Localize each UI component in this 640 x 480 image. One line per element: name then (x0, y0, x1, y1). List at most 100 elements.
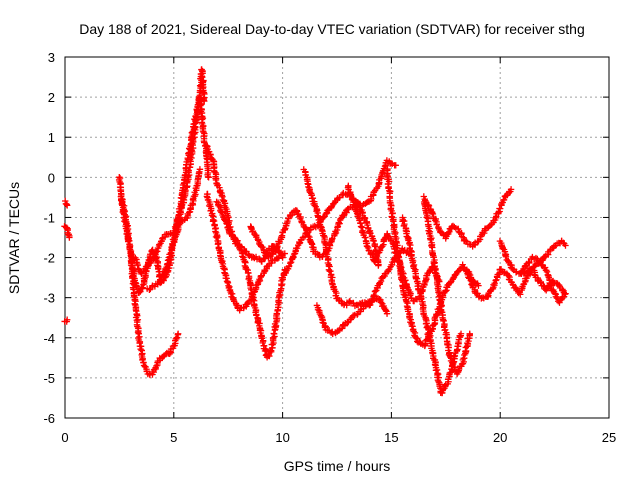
data-point (215, 202, 222, 209)
data-point (460, 355, 467, 362)
data-point (153, 362, 160, 370)
y-tick-label: 3 (48, 50, 55, 65)
data-point (176, 214, 183, 221)
y-tick-label: 1 (48, 130, 55, 145)
data-point (311, 202, 318, 209)
x-tick-label: 5 (170, 430, 177, 445)
data-series-arc10 (213, 198, 289, 361)
data-series-arc2 (61, 223, 73, 241)
data-series-arc14 (313, 295, 391, 338)
data-point (192, 114, 200, 121)
y-tick-label: 2 (48, 90, 55, 105)
data-point (196, 166, 204, 173)
data-point (440, 317, 447, 325)
chart-title: Day 188 of 2021, Sidereal Day-to-day VTE… (79, 21, 585, 37)
y-tick-label: -6 (43, 411, 55, 426)
data-point (361, 234, 369, 241)
data-point (524, 267, 531, 275)
data-point (205, 174, 212, 181)
data-point (259, 339, 266, 347)
data-point (447, 369, 454, 376)
data-point (502, 253, 510, 260)
data-point (249, 296, 257, 303)
data-point (322, 210, 330, 218)
data-point (190, 130, 198, 137)
series-layer (61, 66, 569, 397)
data-point (63, 202, 71, 209)
data-series-arc1 (62, 197, 71, 209)
data-point (119, 201, 126, 208)
x-tick-label: 25 (602, 430, 616, 445)
data-point (221, 217, 229, 224)
data-point (167, 249, 175, 257)
data-point (245, 269, 252, 277)
data-point (286, 260, 294, 267)
data-point (370, 188, 378, 196)
data-point (186, 164, 193, 171)
data-point (387, 159, 395, 167)
data-point (351, 202, 358, 210)
data-point (432, 272, 440, 280)
data-point (222, 274, 229, 282)
data-point (301, 233, 309, 240)
data-point (371, 288, 379, 295)
tick-layer: 0 5 10 15 20 25 -6 -5 -4 -3 -2 -1 0 1 2 3 (43, 50, 616, 445)
data-point (270, 330, 277, 337)
data-point (461, 237, 469, 244)
data-point (427, 236, 434, 244)
data-point (376, 296, 383, 303)
data-series-arc13 (300, 166, 413, 310)
data-point (454, 225, 462, 233)
data-point (173, 334, 181, 341)
data-point (293, 244, 301, 252)
data-point (439, 386, 447, 393)
data-point (239, 253, 246, 260)
y-tick-label: -1 (43, 210, 55, 225)
data-point (269, 334, 277, 341)
y-tick-label: 0 (48, 170, 55, 185)
data-point (410, 265, 418, 272)
data-point (185, 167, 192, 174)
data-point (62, 197, 69, 205)
data-point (201, 97, 208, 105)
data-point (66, 234, 73, 241)
data-point (199, 115, 207, 122)
data-point (562, 290, 569, 297)
y-tick-label: -2 (43, 251, 55, 266)
data-point (423, 214, 430, 221)
data-point (274, 255, 282, 262)
data-point (319, 319, 326, 326)
data-point (207, 207, 215, 214)
data-point (446, 369, 454, 377)
data-point (320, 232, 328, 239)
data-point (500, 196, 508, 203)
y-tick-label: -4 (43, 331, 55, 346)
data-point (152, 249, 160, 256)
data-point (243, 265, 250, 273)
data-point (364, 243, 371, 250)
data-point (182, 187, 189, 194)
data-point (496, 205, 504, 212)
plot-frame (64, 56, 610, 419)
grid-layer (65, 57, 609, 418)
y-tick-label: -3 (43, 291, 55, 306)
data-point (552, 293, 560, 300)
data-point (199, 73, 206, 81)
data-point (432, 217, 439, 224)
data-series-arc12 (278, 157, 399, 281)
data-point (63, 316, 71, 323)
data-point (507, 186, 515, 193)
data-point (370, 237, 377, 245)
data-point (172, 335, 180, 343)
data-point (347, 192, 355, 200)
data-point (153, 248, 160, 255)
data-series-arc22 (518, 237, 569, 278)
data-point (442, 288, 449, 295)
y-tick-label: -5 (43, 371, 55, 386)
data-point (245, 251, 252, 259)
data-point (531, 263, 538, 270)
data-point (466, 330, 473, 337)
data-point (220, 265, 227, 272)
x-axis-label: GPS time / hours (284, 458, 391, 474)
